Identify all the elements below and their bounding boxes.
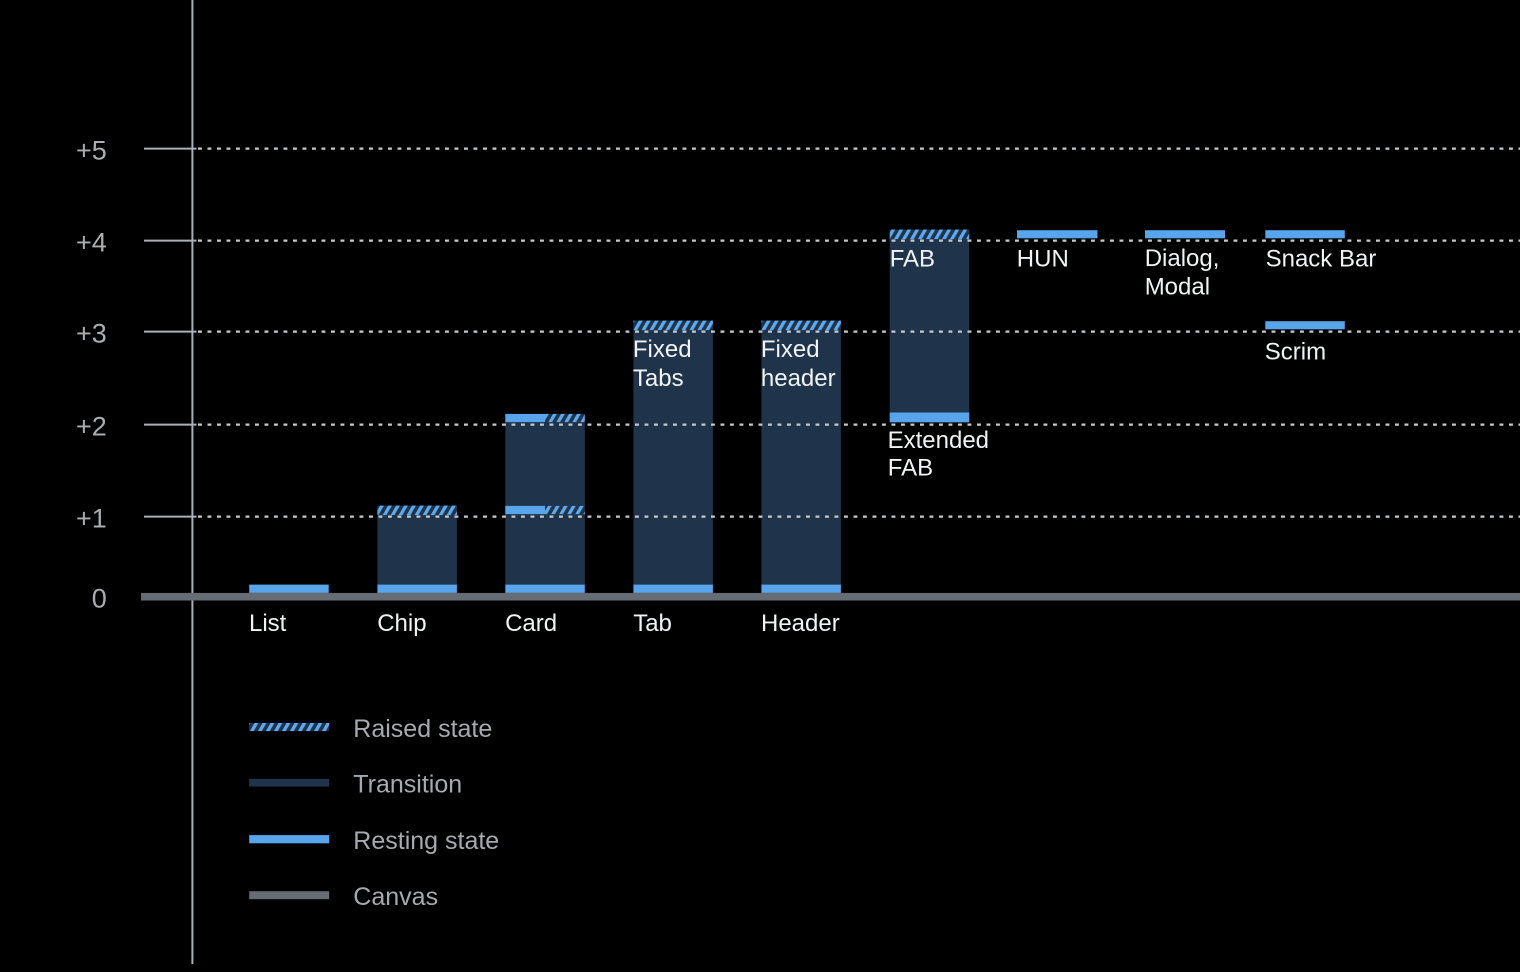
svg-text:header: header <box>761 365 836 392</box>
svg-text:Extended: Extended <box>888 427 989 454</box>
svg-text:FAB: FAB <box>888 455 933 482</box>
svg-text:HUN: HUN <box>1017 245 1069 272</box>
svg-text:Modal: Modal <box>1145 274 1210 301</box>
svg-text:Chip: Chip <box>377 610 426 637</box>
svg-text:List: List <box>249 610 287 637</box>
svg-text:Snack Bar: Snack Bar <box>1266 245 1377 272</box>
svg-text:Tab: Tab <box>633 610 672 637</box>
svg-text:Scrim: Scrim <box>1265 339 1326 366</box>
svg-text:0: 0 <box>92 584 107 614</box>
svg-text:+1: +1 <box>76 504 107 534</box>
svg-text:Fixed: Fixed <box>761 336 820 363</box>
svg-text:Header: Header <box>761 610 840 637</box>
svg-text:+5: +5 <box>76 136 107 166</box>
svg-text:Transition: Transition <box>353 771 462 799</box>
svg-text:Dialog,: Dialog, <box>1145 245 1220 272</box>
svg-text:Fixed: Fixed <box>633 336 692 363</box>
svg-text:Resting state: Resting state <box>353 827 499 855</box>
svg-text:+4: +4 <box>76 228 107 258</box>
svg-text:Tabs: Tabs <box>633 365 684 392</box>
svg-text:FAB: FAB <box>890 246 935 273</box>
svg-text:+2: +2 <box>76 412 107 442</box>
svg-text:Canvas: Canvas <box>353 883 438 911</box>
svg-text:Card: Card <box>505 610 557 637</box>
svg-text:Raised state: Raised state <box>353 715 492 743</box>
svg-text:+3: +3 <box>76 319 107 349</box>
